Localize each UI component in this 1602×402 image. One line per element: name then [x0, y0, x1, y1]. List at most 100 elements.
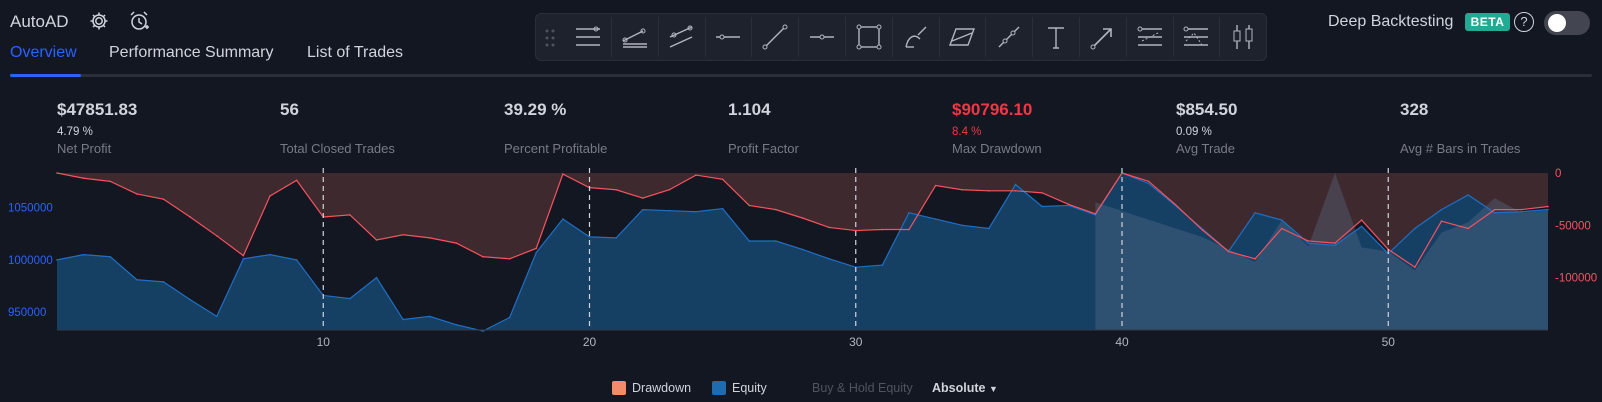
rectangle-icon	[856, 24, 882, 50]
fib-extension-tool[interactable]	[1174, 17, 1221, 57]
toggle-knob	[1548, 14, 1566, 32]
parallel-channel-tool[interactable]	[613, 17, 659, 57]
horizontal-ray-tool[interactable]	[800, 17, 846, 57]
legend-equity[interactable]: Equity	[712, 381, 767, 395]
drawdown-point	[828, 226, 830, 229]
drawdown-point	[695, 174, 697, 176]
drawdown-point	[775, 208, 777, 211]
equity-point	[1547, 208, 1549, 211]
horizontal-channel-tool[interactable]	[566, 17, 612, 57]
help-icon[interactable]: ?	[1514, 12, 1534, 32]
ray-tool[interactable]	[987, 17, 1034, 57]
drawdown-point	[1547, 205, 1549, 208]
stat-label: Percent Profitable	[504, 141, 608, 156]
stat-value: 56	[280, 100, 299, 119]
drawdown-point	[215, 235, 218, 237]
stat-percent	[1400, 126, 1520, 138]
arrow-tool[interactable]	[1081, 17, 1127, 57]
parallel-channel-icon	[622, 28, 647, 48]
x-tick-label: 30	[849, 335, 863, 349]
ray-icon	[998, 26, 1020, 48]
drawdown-point	[242, 254, 245, 257]
equity-point	[455, 323, 458, 326]
brush-tool[interactable]	[894, 17, 940, 57]
drawdown-point	[1280, 227, 1283, 230]
stat-percent	[280, 126, 395, 138]
x-tick-label: 10	[317, 335, 331, 349]
drawdown-point	[881, 228, 884, 231]
parallelogram-icon	[949, 28, 976, 46]
drawdown-point	[1307, 240, 1310, 242]
drawdown-point	[934, 184, 937, 187]
stat-percent	[728, 126, 799, 138]
drawdown-point	[1520, 208, 1523, 211]
equity-point	[695, 210, 697, 213]
stat-value: $90796.10	[952, 100, 1033, 119]
drawdown-point	[721, 178, 724, 181]
drawdown-point	[1227, 250, 1230, 253]
stat-label: Net Profit	[57, 141, 112, 156]
top-bar: AutoAD Overview Performance Summary List…	[0, 0, 1602, 80]
x-tick-label: 50	[1382, 335, 1396, 349]
equity-drawdown-chart: 10 20 30 40 50 950000 1000000 1050000 0 -50000 -10…	[8, 168, 1597, 349]
stat-percent-profitable: 39.29 % Percent Profitable	[504, 100, 607, 156]
equity-point	[934, 218, 937, 220]
left-axis-label: 1050000	[8, 203, 53, 215]
stat-percent: 0.09 %	[1176, 126, 1212, 138]
equity-point	[775, 240, 777, 242]
equity-point	[1041, 205, 1043, 208]
parallelogram-tool[interactable]	[940, 17, 987, 57]
mode-dropdown[interactable]: Absolute ▼	[932, 381, 998, 395]
deep-backtesting-toggle[interactable]	[1544, 11, 1590, 35]
drawdown-point	[455, 242, 458, 244]
equity-point	[1467, 194, 1469, 196]
drawdown-point	[162, 198, 165, 200]
drawdown-point	[56, 172, 58, 174]
equity-point	[748, 240, 751, 242]
candlestick-tool[interactable]	[1221, 17, 1268, 57]
tab-overview[interactable]: Overview	[10, 44, 77, 61]
drawdown-area	[57, 173, 1548, 268]
drawdown-point	[109, 180, 112, 183]
equity-point	[801, 248, 804, 251]
equity-point	[269, 253, 271, 256]
equity-point	[535, 251, 538, 254]
text-tool[interactable]	[1034, 17, 1080, 57]
trend-line-tool[interactable]	[753, 17, 800, 57]
equity-point	[482, 330, 484, 332]
horizontal-line-tool[interactable]	[706, 17, 753, 57]
equity-point	[109, 255, 112, 258]
drawdown-point	[854, 229, 857, 232]
fib-retracement-tool[interactable]	[1128, 17, 1174, 57]
equity-point	[908, 211, 910, 214]
equity-area	[57, 173, 1548, 332]
tab-list-of-trades[interactable]: List of Trades	[307, 44, 404, 61]
drawdown-point	[1360, 219, 1363, 221]
drawdown-point	[189, 216, 191, 218]
beta-badge: BETA	[1465, 13, 1510, 31]
drawdown-point	[535, 247, 538, 250]
equity-point	[375, 276, 378, 279]
equity-point	[615, 237, 617, 239]
chevron-down-icon: ▼	[988, 384, 998, 394]
drawdown-point	[82, 177, 85, 180]
equity-point	[961, 224, 964, 227]
rectangle-tool[interactable]	[847, 17, 893, 57]
left-axis-label: 950000	[8, 307, 46, 319]
equity-point	[1440, 208, 1443, 211]
drag-handle-icon[interactable]	[544, 28, 556, 48]
drawdown-point	[1014, 189, 1017, 192]
equity-point	[349, 297, 351, 300]
equity-point	[428, 315, 431, 318]
legend-drawdown[interactable]: Drawdown	[612, 381, 691, 395]
trend-channel-icon	[669, 25, 693, 48]
alarm-add-icon[interactable]	[128, 10, 150, 32]
drawdown-point	[1414, 266, 1416, 268]
left-axis-label: 1000000	[8, 255, 53, 267]
gear-icon[interactable]	[88, 10, 110, 32]
equity-point	[242, 258, 245, 260]
trend-channel-tool[interactable]	[660, 17, 706, 57]
tab-performance-summary[interactable]: Performance Summary	[109, 44, 274, 61]
text-icon	[1048, 27, 1064, 49]
legend-buy-hold[interactable]: Buy & Hold Equity	[812, 381, 913, 395]
